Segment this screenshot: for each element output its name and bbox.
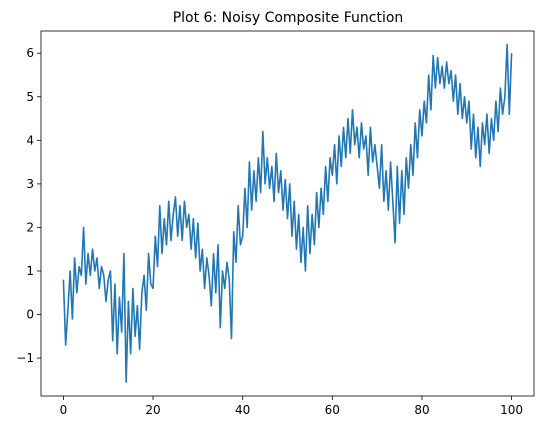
y-tick-label: 2 (26, 220, 34, 234)
x-tick-label: 60 (325, 403, 340, 417)
x-tick-label: 40 (235, 403, 250, 417)
plot-frame (40, 30, 535, 397)
y-tick-label: 4 (26, 133, 34, 147)
line (62, 43, 513, 383)
chart-title: Plot 6: Noisy Composite Function (173, 10, 404, 26)
y-tick-label: 0 (26, 308, 34, 322)
y-tick-label: −1 (16, 351, 34, 365)
x-tick-label: 20 (145, 403, 160, 417)
y-tick-label: 1 (26, 264, 34, 278)
x-tick-label: 80 (414, 403, 429, 417)
y-tick-label: 6 (26, 46, 34, 60)
y-tick-label: 5 (26, 90, 34, 104)
x-tick-label: 0 (60, 403, 68, 417)
y-tick-label: 3 (26, 177, 34, 191)
x-tick-label: 100 (500, 403, 523, 417)
